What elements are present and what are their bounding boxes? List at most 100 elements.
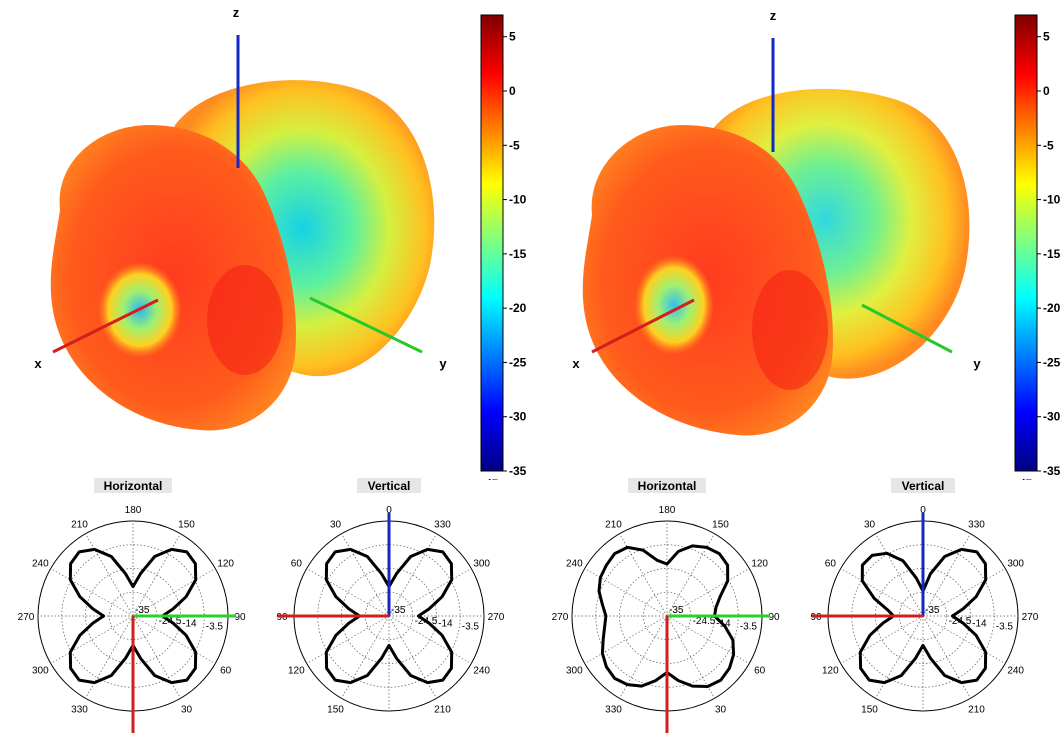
polar-angle-label: 270 bbox=[1022, 612, 1039, 623]
colorbar-tick-label: -20 bbox=[509, 301, 527, 315]
polar-angle-label: 120 bbox=[822, 666, 839, 677]
polar-angle-label: 30 bbox=[181, 705, 193, 716]
polar-spoke bbox=[619, 533, 668, 617]
polar-radial-label: -14 bbox=[972, 619, 987, 630]
colorbar-tick-label: 0 bbox=[509, 84, 516, 98]
polar-angle-label: 150 bbox=[178, 519, 195, 530]
polar-svg: Vertical0330300270240210150120906030-35-… bbox=[810, 478, 1039, 716]
polar-radial-label: -3.5 bbox=[996, 622, 1014, 633]
colorbar-tick-label: -10 bbox=[509, 193, 527, 207]
polar-radial-label: -24.5 bbox=[693, 616, 716, 627]
polar-horizontal-left: Horizontal 180 150 120 90 60 30 330 300 270 240 210… bbox=[0, 476, 266, 733]
y-axis bbox=[309, 296, 423, 354]
polar-vertical-left: Vertical0330300270240210150120906030-35-… bbox=[256, 476, 522, 733]
colorbar-tick-label: -5 bbox=[1043, 138, 1054, 152]
polar-angle-label: 60 bbox=[825, 559, 837, 570]
colorbar-unit: dB bbox=[1018, 477, 1034, 480]
polar-angle-label: 0 bbox=[920, 505, 926, 516]
polar-angle-label: 90 bbox=[768, 612, 780, 623]
polar-radial-label: -14 bbox=[182, 619, 197, 630]
polar-angle-label: 60 bbox=[220, 666, 232, 677]
colorbar-tick-label: -35 bbox=[1043, 464, 1061, 478]
polar-title-text: Horizontal bbox=[104, 479, 163, 493]
radiation-3d-plot-right: z x y 5 0 -5 -10 -15 -20 -25 -30 -35 dB bbox=[532, 0, 1064, 480]
polar-radial-label: -3.5 bbox=[740, 622, 758, 633]
polar-angle-label: 30 bbox=[864, 519, 876, 530]
polar-angle-label: 0 bbox=[386, 505, 392, 516]
polar-title-bg bbox=[357, 478, 421, 493]
x-axis-label: x bbox=[572, 356, 580, 371]
polar-angle-label: 120 bbox=[751, 559, 768, 570]
polar-title: Horizontal bbox=[94, 478, 172, 493]
colorbar bbox=[1014, 14, 1038, 472]
polar-angle-label: 210 bbox=[968, 705, 985, 716]
polar-title-bg bbox=[628, 478, 706, 493]
z-axis-label: z bbox=[233, 5, 240, 20]
polar-angle-label: 330 bbox=[968, 519, 985, 530]
polar-angle-label: 150 bbox=[712, 519, 729, 530]
y-axis bbox=[861, 303, 953, 354]
polar-radial-label: -14 bbox=[438, 619, 453, 630]
polar-angle-label: 180 bbox=[125, 505, 142, 516]
colorbar-tick-label: 5 bbox=[1043, 30, 1050, 44]
y-axis-label: y bbox=[973, 356, 981, 371]
lobe-hole bbox=[634, 255, 714, 355]
colorbar-tick-label: -5 bbox=[509, 138, 520, 152]
polar-angle-label: 120 bbox=[217, 559, 234, 570]
colorbar-tick-label: -35 bbox=[509, 464, 527, 478]
polar-title: Vertical bbox=[357, 478, 421, 493]
radiation-3d-plot-left: z x y 5 0 -5 -10 -15 -20 -25 -30 -35 dB bbox=[0, 0, 532, 480]
polar-angle-label: 210 bbox=[605, 519, 622, 530]
polar-angle-label: 30 bbox=[715, 705, 727, 716]
polar-angle-label: 270 bbox=[552, 612, 569, 623]
polar-svg: Horizontal 180 150 120 90 60 30 330 300 270 240 210… bbox=[552, 478, 780, 733]
polar-radial-label: -3.5 bbox=[206, 622, 224, 633]
radiation-3d-svg-right: z x y 5 0 -5 -10 -15 -20 -25 -30 -35 dB bbox=[572, 8, 1061, 480]
polar-title: Horizontal bbox=[628, 478, 706, 493]
polar-angle-label: 60 bbox=[754, 666, 766, 677]
polar-angle-label: 240 bbox=[1007, 666, 1024, 677]
polar-horizontal-right: Horizontal 180 150 120 90 60 30 330 300 270 240 210… bbox=[534, 476, 800, 733]
polar-angle-label: 30 bbox=[330, 519, 342, 530]
polar-title-text: Horizontal bbox=[638, 479, 697, 493]
polar-angle-label: 330 bbox=[434, 519, 451, 530]
polar-radial-label: -35 bbox=[391, 605, 406, 616]
polar-angle-label: 300 bbox=[473, 559, 490, 570]
polar-spoke bbox=[584, 568, 668, 617]
polar-spoke bbox=[840, 568, 924, 617]
lobe-hotspot bbox=[752, 270, 828, 390]
colorbar-tick-label: 0 bbox=[1043, 84, 1050, 98]
polar-angle-label: 240 bbox=[566, 559, 583, 570]
colorbar-tick-label: -30 bbox=[509, 410, 527, 424]
polar-radial-label: -35 bbox=[135, 605, 150, 616]
colorbar-tick-label: 5 bbox=[509, 30, 516, 44]
colorbar-tick-label: -20 bbox=[1043, 301, 1061, 315]
polar-pattern-curve bbox=[858, 547, 988, 685]
polar-radial-label: -35 bbox=[669, 605, 684, 616]
polar-angle-label: 300 bbox=[32, 666, 49, 677]
polar-angle-label: 150 bbox=[327, 705, 344, 716]
x-axis bbox=[591, 298, 695, 354]
polar-svg: Horizontal 180 150 120 90 60 30 330 300 270 240 210… bbox=[18, 478, 246, 733]
polar-angle-label: 120 bbox=[288, 666, 305, 677]
polar-grid-ring bbox=[875, 568, 971, 664]
polar-spoke bbox=[584, 615, 668, 664]
x-axis-label: x bbox=[34, 356, 42, 371]
colorbar-tick-label: -10 bbox=[1043, 193, 1061, 207]
polar-title-text: Vertical bbox=[368, 479, 411, 493]
polar-radial-label: -3.5 bbox=[462, 622, 480, 633]
colorbar bbox=[480, 14, 504, 472]
colorbar-tick-label: -25 bbox=[1043, 355, 1061, 369]
polar-angle-label: 300 bbox=[1007, 559, 1024, 570]
colorbar-unit: dB bbox=[484, 477, 500, 480]
polar-angle-label: 210 bbox=[434, 705, 451, 716]
z-axis-label: z bbox=[770, 8, 777, 23]
lobe-hotspot bbox=[207, 265, 283, 375]
polar-vertical-right: Vertical0330300270240210150120906030-35-… bbox=[790, 476, 1056, 733]
radiation-3d-svg-left: z x y 5 0 -5 -10 -15 -20 -25 -30 -35 dB bbox=[34, 5, 527, 480]
polar-grid-ring bbox=[341, 568, 437, 664]
y-axis-label: y bbox=[439, 356, 447, 371]
polar-svg: Vertical0330300270240210150120906030-35-… bbox=[276, 478, 505, 716]
polar-title-bg bbox=[891, 478, 955, 493]
polar-title-bg bbox=[94, 478, 172, 493]
